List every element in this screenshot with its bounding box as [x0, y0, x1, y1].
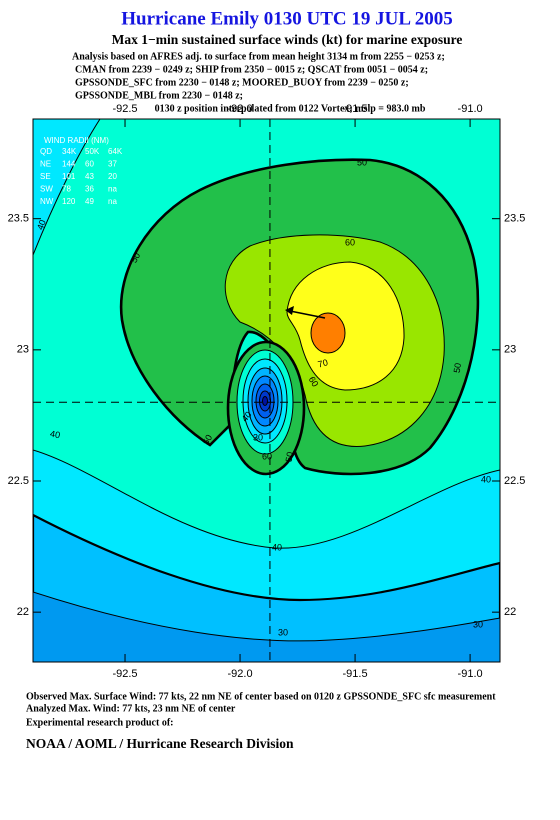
- contour-label: 60: [307, 375, 321, 389]
- wind-radii-cell: 101: [62, 172, 76, 181]
- max-wind-core: [310, 312, 346, 354]
- contour-label: 70: [317, 357, 329, 369]
- analysis-note: GPSSONDE_SFC from 2230 − 0148 z; MOORED_…: [75, 77, 409, 88]
- x-tick-label: -92.5: [112, 668, 137, 680]
- wind-radii-cell: 43: [85, 172, 94, 181]
- footer-product: Experimental research product of:: [26, 717, 173, 728]
- plot-frame: [32, 118, 501, 663]
- contour-label: 50: [284, 451, 296, 463]
- wind-radii-cell: 49: [85, 197, 94, 206]
- wind-radii-cell: NW: [40, 197, 54, 206]
- eye-ring: [262, 396, 268, 406]
- x-tick-label: -91.0: [458, 668, 483, 680]
- y-tick-label: 22: [17, 606, 29, 618]
- contour-label: 50: [129, 251, 143, 265]
- motion-arrowhead: [285, 306, 294, 315]
- wind-radii-title: WIND RADII (NM): [44, 136, 109, 145]
- wind-radii-cell: SW: [40, 185, 53, 194]
- y-tick-label: 22: [504, 606, 516, 618]
- analysis-note: GPSSONDE_MBL from 2230 − 0148 z;: [75, 90, 243, 101]
- motion-arrow: [289, 310, 326, 319]
- contour-label: 30: [278, 627, 288, 637]
- wind-radii-cell: 50K: [85, 147, 100, 156]
- contour-label: 40: [35, 218, 48, 231]
- contour-label: 40: [481, 474, 491, 484]
- wind-radii-cell: na: [108, 185, 117, 194]
- footer-analyzed: Analyzed Max. Wind: 77 kts, 23 nm NE of …: [26, 703, 236, 714]
- y-tick-label: 22.5: [8, 475, 29, 487]
- footer-observed: Observed Max. Surface Wind: 77 kts, 22 n…: [26, 691, 496, 702]
- x-tick-label: -92.0: [228, 668, 253, 680]
- wind-radii-cell: 144: [62, 160, 76, 169]
- contour-label: 40: [49, 429, 61, 441]
- contour-label: 60: [345, 237, 355, 247]
- position-note: 0130 z position interpolated from 0122 V…: [155, 103, 426, 114]
- y-tick-label: 23: [504, 344, 516, 356]
- wind-radii-cell: 120: [62, 197, 76, 206]
- y-tick-label: 23.5: [504, 213, 525, 225]
- wind-radii-cell: na: [108, 197, 117, 206]
- x-tick-label: -91.5: [343, 103, 368, 115]
- wind-radii-cell: 60: [85, 160, 94, 169]
- contour-label: 60: [262, 451, 272, 461]
- x-tick-label: -91.0: [458, 103, 483, 115]
- contour-label: 50: [201, 433, 215, 447]
- wind-field: [33, 119, 500, 662]
- contour-label: 30: [253, 432, 263, 442]
- wind-radii-table: WIND RADII (NM) QD 34K 50K 64K NE 144 60 37 SE 101…: [40, 136, 123, 206]
- x-tick-label: -92.0: [228, 103, 253, 115]
- wind-radii-cell: 36: [85, 185, 94, 194]
- contour-label: 50: [452, 362, 463, 373]
- wind-radii-cell: QD: [40, 147, 52, 156]
- wind-radii-cell: SE: [40, 172, 51, 181]
- subtitle: Max 1−min sustained surface winds (kt) f…: [112, 32, 463, 47]
- wind-radii-cell: 20: [108, 172, 117, 181]
- field-band: [33, 591, 500, 662]
- wind-radii-cell: 34K: [62, 147, 77, 156]
- x-tick-label: -92.5: [112, 103, 137, 115]
- y-tick-label: 22.5: [504, 475, 525, 487]
- title: Hurricane Emily 0130 UTC 19 JUL 2005: [121, 8, 452, 29]
- y-tick-label: 23: [17, 344, 29, 356]
- wind-radii-cell: 64K: [108, 147, 123, 156]
- wind-radii-cell: 37: [108, 160, 117, 169]
- wind-radii-cell: NE: [40, 160, 51, 169]
- field-band: [286, 261, 405, 391]
- contour-label: 40: [272, 542, 282, 552]
- x-tick-label: -91.5: [343, 668, 368, 680]
- contour-label: 30: [473, 619, 483, 629]
- contour-label: 40: [239, 410, 253, 424]
- analysis-note: Analysis based on AFRES adj. to surface …: [72, 51, 445, 62]
- y-tick-label: 23.5: [8, 213, 29, 225]
- contour-label: 50: [357, 157, 367, 167]
- wind-radii-cell: 78: [62, 185, 71, 194]
- analysis-note: CMAN from 2239 − 0249 z; SHIP from 2350 …: [75, 64, 428, 75]
- footer-organization: NOAA / AOML / Hurricane Research Divisio…: [26, 736, 294, 751]
